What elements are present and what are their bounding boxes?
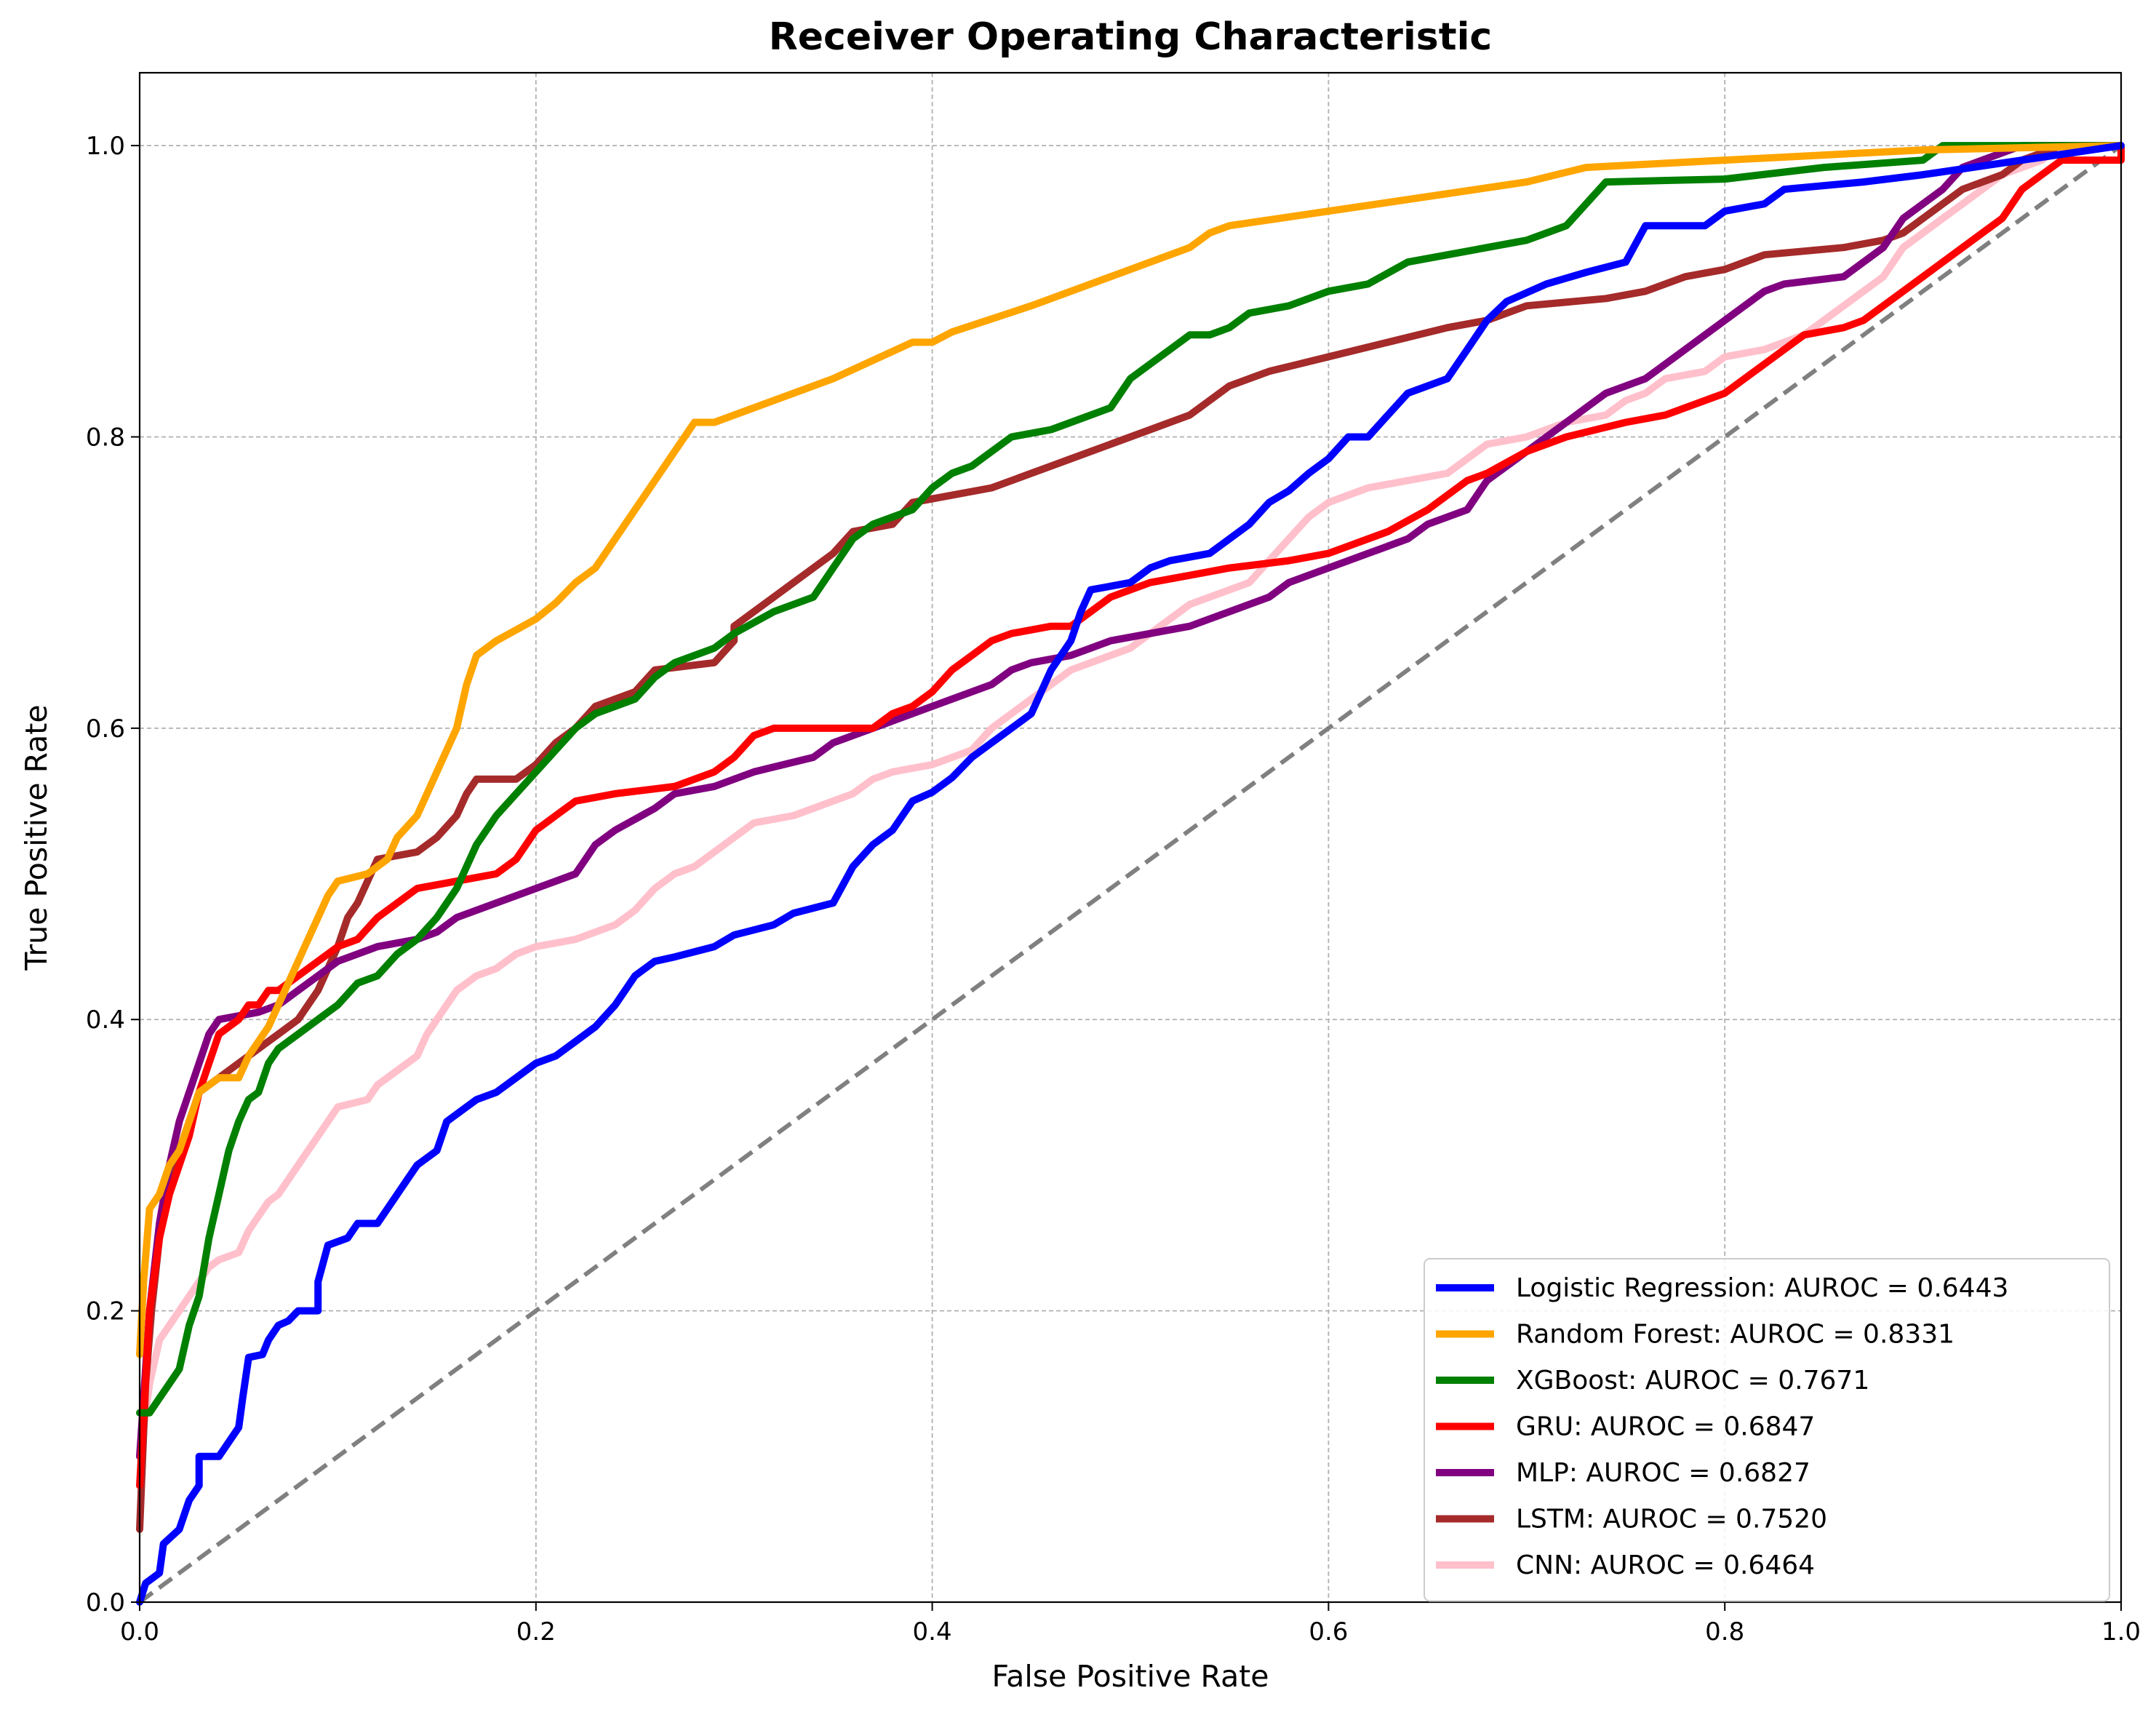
- x-axis-label: False Positive Rate: [991, 1659, 1269, 1694]
- legend-entry: LSTM: AUROC = 0.7520: [1516, 1505, 1827, 1534]
- legend-entry: Random Forest: AUROC = 0.8331: [1516, 1320, 1955, 1350]
- x-tick-label: 0.4: [913, 1617, 952, 1647]
- legend: Logistic Regression: AUROC = 0.6443 Rando…: [1424, 1258, 2110, 1602]
- y-tick-label: 0.0: [86, 1588, 125, 1617]
- x-tick-label: 0.6: [1309, 1617, 1348, 1647]
- legend-entry: MLP: AUROC = 0.6827: [1516, 1458, 1810, 1488]
- roc-curve: [136, 142, 2125, 1417]
- chance-line: [138, 143, 2123, 1604]
- y-tick-label: 0.4: [86, 1006, 125, 1035]
- y-tick-label: 0.8: [86, 423, 125, 452]
- y-tick-label: 1.0: [86, 132, 125, 161]
- roc-curve: [136, 142, 2125, 1460]
- chart-title: Receiver Operating Characteristic: [769, 15, 1492, 59]
- axes-frame: [138, 71, 2123, 1604]
- roc-curve: [136, 142, 2125, 1460]
- x-tick-label: 1.0: [2101, 1617, 2141, 1647]
- legend-entry: Logistic Regression: AUROC = 0.6443: [1516, 1273, 2008, 1303]
- roc-curve: [136, 142, 2125, 1358]
- axis-ticks: 0.0 0.2 0.4 0.6 0.8 1.0 0.0 0.2 0.4 0.6 0.8 1.0: [86, 132, 2141, 1647]
- legend-entry: GRU: AUROC = 0.6847: [1516, 1412, 1815, 1442]
- roc-curve: [136, 142, 2125, 1606]
- legend-box: [1424, 1258, 2110, 1602]
- x-tick-label: 0.2: [516, 1617, 556, 1647]
- legend-entry: CNN: AUROC = 0.6464: [1516, 1550, 1815, 1580]
- x-tick-label: 0.0: [120, 1617, 159, 1647]
- roc-curve: [136, 142, 2125, 1489]
- y-tick-label: 0.6: [86, 714, 125, 744]
- roc-series: [136, 142, 2125, 1606]
- roc-curve: [136, 142, 2125, 1533]
- legend-entry: XGBoost: AUROC = 0.7671: [1516, 1366, 1869, 1395]
- chance-diagonal-line: [138, 143, 2123, 1604]
- y-tick-label: 0.2: [86, 1297, 125, 1326]
- y-axis-label: True Positive Rate: [19, 704, 54, 971]
- x-tick-label: 0.8: [1705, 1617, 1744, 1647]
